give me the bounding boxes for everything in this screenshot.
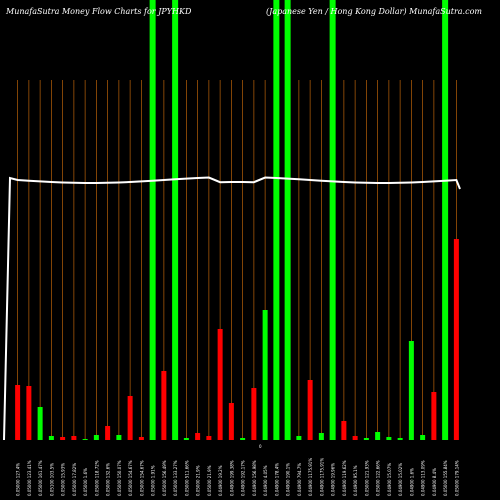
x-tick-label: 0.05000 121.93% — [364, 460, 369, 496]
x-labels-group: 0.05000 127.4% 0.05000 123.41% 0.05000 161… — [16, 458, 460, 496]
x-tick-label: 0.04900 156.98% — [252, 460, 257, 496]
chart-subtitle: (Japanese Yen / Hong Kong Dollar) Munafa… — [266, 7, 482, 16]
bar — [375, 432, 381, 440]
bar — [240, 438, 246, 440]
bar — [408, 341, 414, 440]
bar — [386, 437, 392, 440]
bar — [172, 0, 179, 440]
x-tick-label: 0.04900 95.1% — [353, 465, 358, 496]
bar — [318, 433, 324, 440]
x-tick-label: 0.04900 1.6% — [409, 468, 414, 496]
bar — [363, 438, 369, 440]
chart-title: MunafaSutra Money Flow Charts for JPYHKD — [5, 7, 192, 16]
bar — [273, 0, 280, 440]
bar — [431, 392, 437, 440]
bar — [138, 437, 144, 440]
x-tick-label: 0.04900 19.2% — [218, 465, 223, 496]
x-tick-label: 0.05000 1.6% — [83, 468, 88, 496]
bar — [71, 436, 77, 440]
x-tick-label: 0.05000 154.67% — [139, 460, 144, 496]
x-tick-label: 0.05000 156.49% — [162, 460, 167, 496]
bar — [82, 439, 88, 440]
bar — [48, 436, 54, 440]
bar — [15, 385, 21, 440]
bar — [127, 396, 133, 440]
bar — [217, 329, 223, 440]
bar — [262, 310, 268, 440]
bar — [352, 436, 358, 440]
x-tick-label: 0.05000 133.27% — [173, 460, 178, 496]
bar — [453, 239, 459, 440]
x-tick-label: 0.04900 15.07% — [387, 463, 392, 496]
bars-group — [15, 0, 459, 440]
x-tick-label: 0.04900 199.38% — [229, 460, 234, 496]
x-tick-label: 0.05000 17.82% — [72, 463, 77, 496]
bar — [329, 0, 336, 440]
x-tick-label: 0.04900 1175.91% — [308, 458, 313, 496]
bar — [183, 438, 189, 440]
x-tick-label: 0.05000 155.84% — [443, 460, 448, 496]
x-tick-label: 0.04900 192.17% — [241, 460, 246, 496]
x-tick-label: 0.05000 118.72% — [94, 460, 99, 496]
x-tick-label: 0.05000 21.9% — [207, 465, 212, 496]
x-tick-label: 0.04900 794.7% — [297, 463, 302, 496]
bar — [206, 436, 212, 440]
x-tick-label: 0.04900 190.1% — [286, 463, 291, 496]
bar — [149, 0, 156, 440]
bar — [37, 407, 43, 440]
x-tick-label: 0.04900 1175.91% — [319, 458, 324, 496]
bar — [161, 371, 167, 440]
bar — [60, 437, 66, 440]
x-tick-label: 0.04900 19.96% — [331, 463, 336, 496]
x-tick-label: 0.05000 179.14% — [454, 460, 459, 496]
x-tick-label: 0.04900 178.4% — [274, 463, 279, 496]
x-tick-label: 0.04900 15.02% — [398, 463, 403, 496]
x-tick-label: 0.04900 8.4% — [432, 468, 437, 496]
x-tick-label: 0.05000 15.93% — [61, 463, 66, 496]
price-line — [3, 176, 461, 441]
bar — [296, 436, 302, 440]
x-tick-label: 0.05000 123.41% — [27, 460, 32, 496]
x-tick-label: 0.05000 154.67% — [128, 460, 133, 496]
x-tick-label: 0.05000 150.07% — [117, 460, 122, 496]
x-tick-label: 0.04900 113.09% — [421, 460, 426, 496]
x-tick-label: 0.05000 511.66% — [184, 460, 189, 496]
x-tick-label: 0.05100 103.5% — [49, 463, 54, 496]
bar — [442, 0, 449, 440]
bar — [251, 388, 257, 440]
bar — [195, 433, 201, 440]
x-tick-label: 0.05000 122.66% — [376, 460, 381, 496]
x-tick-label: 0.05000 1.91% — [151, 465, 156, 496]
x-tick-label: 0.05000 161.47% — [38, 460, 43, 496]
x-tick-label: 0.04900 119.62% — [342, 460, 347, 496]
center-label: 0 — [259, 444, 262, 449]
x-tick-label: 0.05000 127.4% — [16, 463, 21, 496]
bar — [397, 438, 403, 440]
x-tick-label: 0.05000 21.9% — [196, 465, 201, 496]
bar — [105, 426, 111, 440]
x-tick-label: 0.05000 132.6% — [106, 463, 111, 496]
bar — [228, 403, 234, 440]
bar — [307, 380, 313, 440]
x-tick-label: 0.04900 4.05% — [263, 465, 268, 496]
bar — [341, 421, 347, 440]
bar — [93, 435, 99, 440]
bar — [26, 386, 32, 440]
bar — [420, 435, 426, 440]
bar — [116, 435, 122, 440]
bar — [284, 0, 291, 440]
